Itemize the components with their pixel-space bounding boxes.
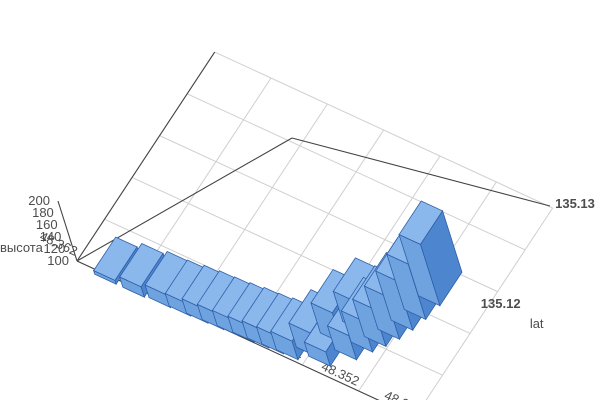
svg-text:200: 200 bbox=[28, 193, 50, 208]
svg-text:высота: высота bbox=[0, 240, 44, 255]
svg-text:lat: lat bbox=[530, 316, 544, 331]
svg-text:135.13: 135.13 bbox=[555, 196, 595, 211]
svg-text:135.12: 135.12 bbox=[481, 296, 521, 311]
